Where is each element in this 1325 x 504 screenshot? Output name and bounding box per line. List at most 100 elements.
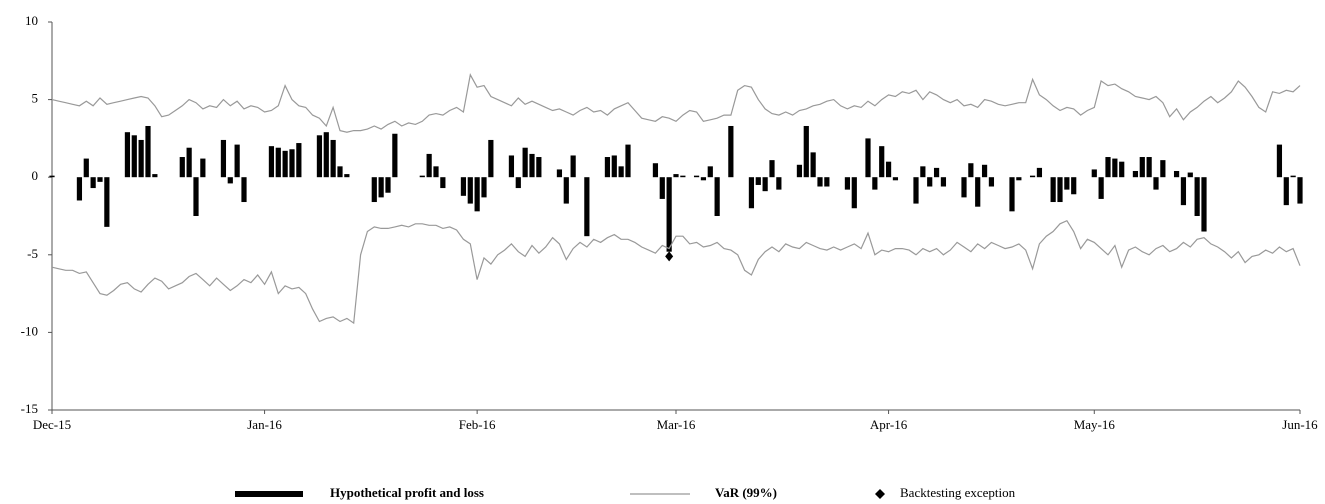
bar bbox=[920, 166, 926, 178]
bar bbox=[337, 166, 343, 178]
bar bbox=[570, 155, 576, 178]
bar bbox=[515, 177, 521, 189]
bar bbox=[1160, 160, 1166, 178]
bar bbox=[1112, 158, 1118, 178]
bar bbox=[796, 164, 803, 178]
bar bbox=[584, 177, 590, 237]
bar bbox=[817, 177, 823, 187]
bar bbox=[810, 152, 816, 178]
bar bbox=[892, 177, 899, 181]
x-tick-label: May-16 bbox=[1074, 417, 1116, 432]
bar bbox=[289, 149, 295, 178]
bar bbox=[268, 146, 275, 178]
bar bbox=[1064, 177, 1070, 190]
bar bbox=[913, 177, 919, 204]
bar bbox=[488, 139, 494, 178]
legend-swatch bbox=[235, 491, 303, 497]
exception-marker bbox=[665, 251, 674, 262]
bar bbox=[563, 177, 569, 204]
var-line bbox=[51, 219, 1301, 325]
bar bbox=[83, 158, 89, 178]
bar bbox=[769, 160, 775, 178]
bar bbox=[392, 133, 398, 178]
bar bbox=[529, 153, 535, 178]
bar bbox=[1016, 177, 1022, 181]
bar bbox=[296, 143, 302, 178]
bar bbox=[975, 177, 981, 207]
bar bbox=[728, 125, 734, 178]
bar bbox=[227, 177, 233, 184]
y-tick-label: -10 bbox=[21, 323, 38, 338]
y-tick-label: 5 bbox=[32, 91, 39, 106]
bar bbox=[275, 147, 281, 178]
bar bbox=[440, 177, 446, 189]
bar bbox=[981, 164, 988, 178]
bar bbox=[1071, 177, 1077, 195]
x-tick-label: Jan-16 bbox=[247, 417, 282, 432]
bar bbox=[97, 177, 103, 182]
bar bbox=[933, 167, 940, 178]
x-tick-label: Feb-16 bbox=[459, 417, 496, 432]
bar bbox=[467, 177, 473, 204]
bar bbox=[927, 177, 933, 187]
x-tick-label: Apr-16 bbox=[870, 417, 908, 432]
legend-label: VaR (99%) bbox=[715, 485, 777, 500]
x-tick-label: Jun-16 bbox=[1282, 417, 1318, 432]
bar bbox=[186, 147, 192, 178]
y-tick-label: 0 bbox=[32, 168, 39, 183]
bar bbox=[680, 175, 686, 178]
bar bbox=[940, 177, 947, 187]
bar bbox=[1283, 177, 1289, 206]
bar bbox=[1119, 161, 1125, 178]
bar bbox=[666, 177, 672, 252]
bar bbox=[1290, 175, 1296, 178]
bar bbox=[879, 146, 885, 178]
bar bbox=[1276, 144, 1283, 178]
bar bbox=[104, 177, 110, 227]
bar bbox=[625, 144, 631, 178]
bar bbox=[844, 177, 851, 190]
legend-label: Hypothetical profit and loss bbox=[330, 485, 484, 500]
y-tick-label: -15 bbox=[21, 401, 38, 416]
bar bbox=[988, 177, 995, 187]
bar bbox=[1050, 177, 1056, 203]
bar bbox=[1187, 172, 1193, 178]
bar bbox=[124, 132, 131, 178]
bar bbox=[536, 157, 542, 178]
bar bbox=[378, 177, 384, 198]
bar bbox=[968, 163, 974, 178]
legend-label: Backtesting exception bbox=[900, 485, 1016, 500]
bar bbox=[138, 139, 144, 178]
bar bbox=[611, 155, 617, 178]
bar bbox=[824, 177, 830, 187]
bar bbox=[1139, 157, 1145, 178]
bar bbox=[49, 175, 55, 178]
bar bbox=[700, 177, 707, 181]
bar bbox=[776, 177, 782, 190]
x-tick-label: Mar-16 bbox=[657, 417, 696, 432]
bar bbox=[323, 132, 329, 178]
bar bbox=[179, 157, 185, 178]
bar bbox=[1105, 157, 1111, 178]
bar bbox=[693, 175, 700, 178]
bar bbox=[1029, 175, 1036, 178]
bar bbox=[1009, 177, 1015, 212]
bar bbox=[1146, 157, 1152, 178]
bar bbox=[618, 166, 624, 178]
bar bbox=[961, 177, 967, 198]
bar bbox=[131, 135, 137, 178]
bar bbox=[865, 138, 871, 178]
bar bbox=[145, 125, 151, 178]
bar bbox=[460, 177, 467, 196]
bar bbox=[419, 175, 425, 178]
bar bbox=[200, 158, 206, 178]
bar bbox=[474, 177, 480, 212]
bar bbox=[1036, 167, 1043, 178]
bar bbox=[1201, 177, 1207, 232]
bar bbox=[433, 166, 439, 178]
bar bbox=[762, 177, 768, 192]
bar bbox=[1132, 170, 1139, 178]
bar bbox=[426, 153, 432, 178]
y-tick-label: -5 bbox=[27, 246, 38, 261]
